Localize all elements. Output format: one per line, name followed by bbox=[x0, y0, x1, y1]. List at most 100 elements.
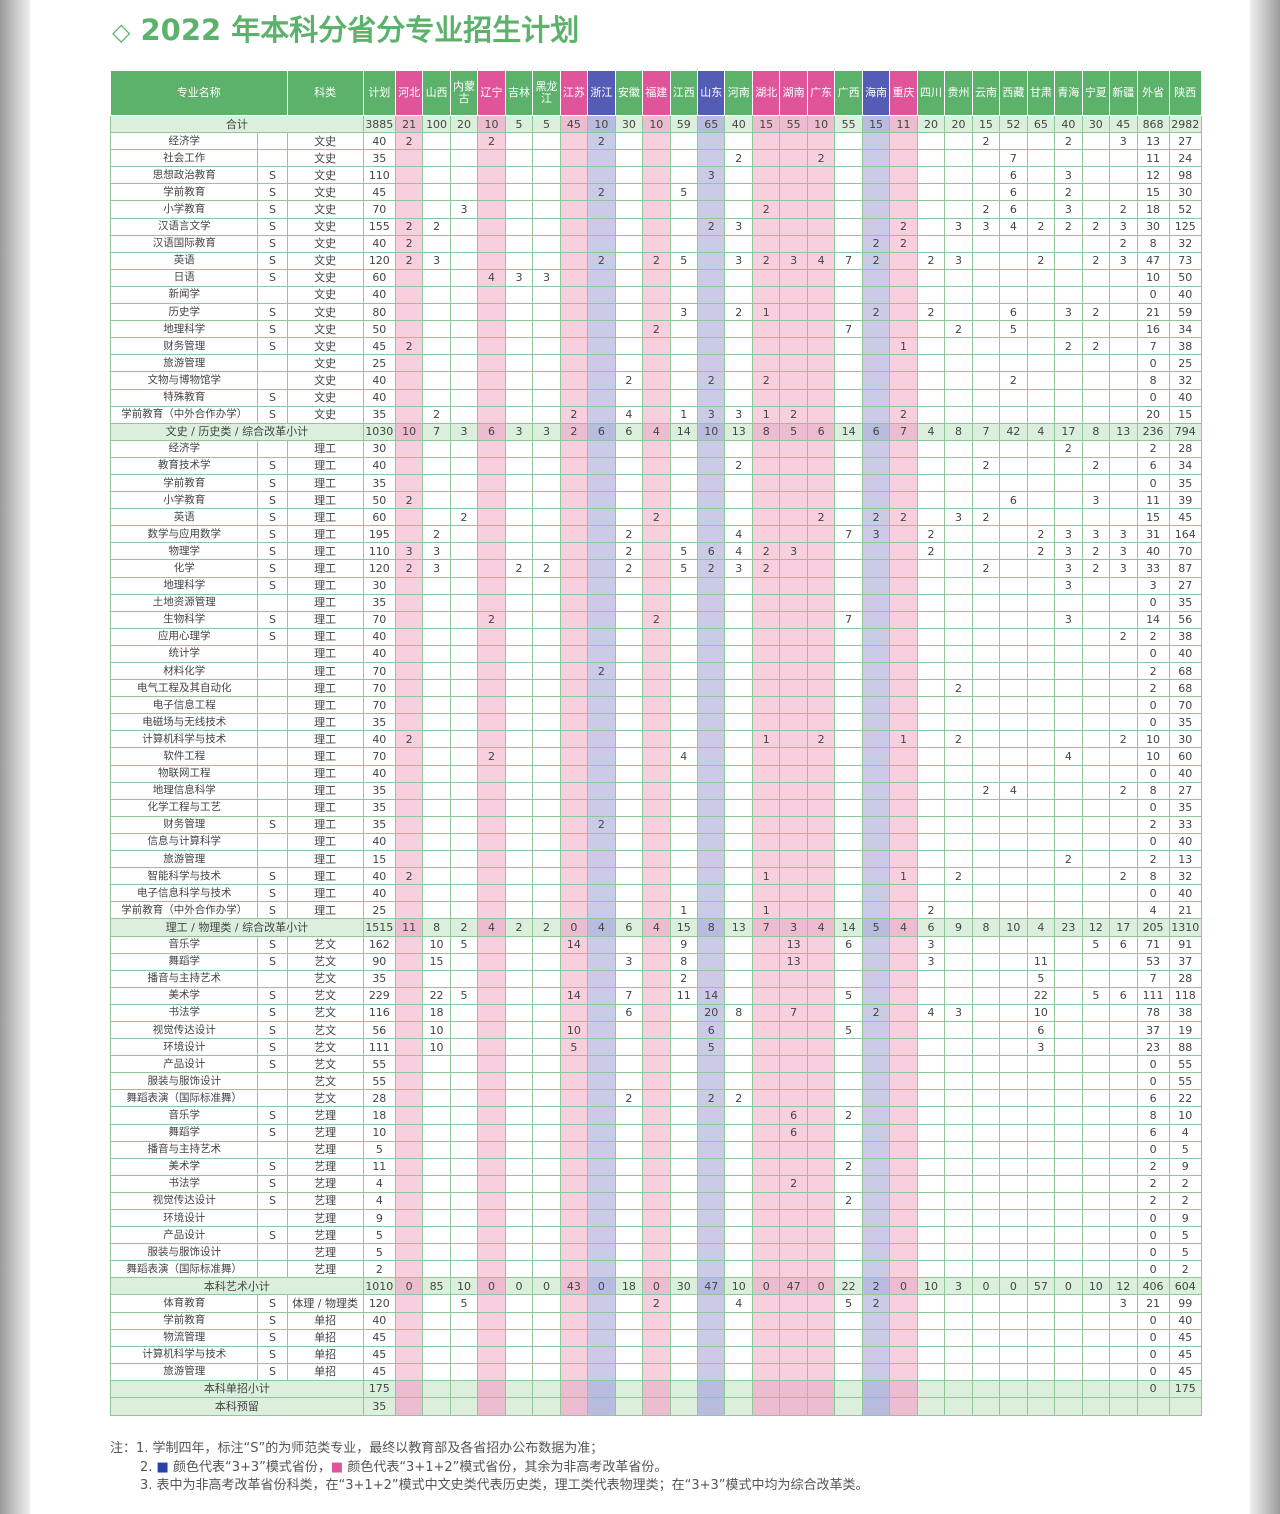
province-quota bbox=[559, 764, 589, 783]
province-quota bbox=[1026, 832, 1056, 852]
province-quota bbox=[614, 439, 644, 458]
province-quota bbox=[449, 234, 479, 253]
outside-total: 4 bbox=[1136, 901, 1170, 920]
province-quota bbox=[587, 884, 616, 903]
province-quota bbox=[559, 610, 589, 629]
shaanxi-total: 32 bbox=[1168, 867, 1203, 886]
province-quota bbox=[587, 456, 616, 475]
province-quota bbox=[449, 149, 479, 168]
province-quota bbox=[642, 303, 671, 322]
province-quota bbox=[642, 1055, 671, 1074]
plan-total: 35 bbox=[362, 593, 396, 612]
header-province: 青海 bbox=[1054, 70, 1083, 116]
table-row: 旅游管理 文史 25 0 25 bbox=[109, 354, 1203, 373]
province-quota: 5 bbox=[834, 1020, 863, 1040]
province-quota bbox=[669, 285, 699, 305]
province-quota bbox=[944, 200, 973, 219]
province-quota bbox=[779, 166, 808, 185]
province-quota bbox=[724, 1226, 753, 1245]
province-quota bbox=[779, 1294, 808, 1313]
plan-total: 15 bbox=[362, 850, 396, 869]
normal-major-mark: S bbox=[257, 542, 288, 561]
province-quota bbox=[971, 901, 1001, 920]
province-quota bbox=[889, 969, 918, 988]
province-quota bbox=[532, 183, 561, 202]
province-quota: 11 bbox=[394, 918, 424, 937]
province-quota bbox=[559, 1140, 589, 1159]
province-quota: 2 bbox=[944, 730, 973, 749]
province-quota bbox=[999, 952, 1028, 971]
province-quota bbox=[614, 217, 644, 236]
province-quota: 2 bbox=[394, 559, 424, 578]
province-quota bbox=[834, 473, 863, 493]
province-quota bbox=[861, 1072, 891, 1091]
province-quota bbox=[477, 371, 506, 390]
province-quota bbox=[642, 661, 671, 681]
province-quota bbox=[587, 952, 616, 971]
province-quota bbox=[394, 388, 424, 407]
province-quota bbox=[779, 1328, 808, 1347]
province-quota bbox=[889, 285, 918, 305]
subject-category: 理工 bbox=[286, 815, 364, 834]
province-quota bbox=[724, 234, 753, 253]
province-quota: 5 bbox=[779, 422, 808, 441]
subject-category: 艺文 bbox=[286, 1089, 364, 1108]
province-quota bbox=[724, 268, 753, 287]
province-quota bbox=[1054, 867, 1083, 886]
plan-total: 1030 bbox=[362, 422, 396, 441]
province-quota bbox=[1109, 473, 1138, 493]
province-quota: 6 bbox=[697, 1020, 726, 1040]
normal-major-mark: S bbox=[257, 935, 288, 954]
province-quota bbox=[779, 679, 808, 698]
province-quota bbox=[449, 1089, 479, 1108]
province-quota bbox=[532, 798, 561, 817]
province-quota bbox=[504, 798, 534, 817]
shaanxi-total: 27 bbox=[1168, 781, 1203, 800]
outside-total: 0 bbox=[1136, 354, 1170, 373]
province-quota bbox=[669, 1397, 699, 1416]
province-quota bbox=[1109, 696, 1138, 715]
province-quota bbox=[971, 1345, 1001, 1364]
normal-major-mark: S bbox=[257, 456, 288, 475]
province-quota bbox=[477, 234, 506, 253]
major-name: 产品设计 bbox=[109, 1226, 259, 1245]
province-quota bbox=[861, 1020, 891, 1040]
province-quota bbox=[614, 388, 644, 407]
province-quota: 3 bbox=[1054, 610, 1083, 629]
major-name: 日语 bbox=[109, 268, 259, 287]
header-province-label: 新疆 bbox=[1112, 86, 1135, 99]
province-quota bbox=[834, 1243, 863, 1262]
major-name: 电子信息工程 bbox=[109, 696, 259, 715]
plan-total: 40 bbox=[362, 867, 396, 886]
province-quota: 10 bbox=[449, 1277, 479, 1296]
province-quota bbox=[1081, 1157, 1111, 1176]
province-quota bbox=[916, 473, 946, 493]
plan-total: 35 bbox=[362, 149, 396, 168]
header-subject: 科类 bbox=[286, 70, 364, 116]
province-quota bbox=[449, 1379, 479, 1399]
province-quota bbox=[971, 969, 1001, 988]
province-quota bbox=[944, 986, 973, 1005]
major-name: 化学工程与工艺 bbox=[109, 798, 259, 817]
province-quota bbox=[724, 1345, 753, 1364]
province-quota bbox=[999, 1328, 1028, 1347]
province-quota bbox=[971, 166, 1001, 185]
province-quota bbox=[916, 747, 946, 766]
province-quota bbox=[532, 884, 561, 903]
province-quota bbox=[751, 1174, 781, 1193]
province-quota bbox=[669, 884, 699, 903]
table-row: 播音与主持艺术 艺理 5 0 5 bbox=[109, 1140, 1203, 1159]
province-quota bbox=[394, 456, 424, 475]
province-quota bbox=[751, 1106, 781, 1125]
province-quota bbox=[861, 1328, 891, 1347]
province-quota bbox=[1054, 1140, 1083, 1159]
province-quota: 6 bbox=[999, 166, 1028, 185]
province-quota: 2 bbox=[697, 1089, 726, 1108]
province-quota bbox=[504, 1140, 534, 1159]
major-name: 电磁场与无线技术 bbox=[109, 713, 259, 732]
subtotal-row: 本科艺术小计 1010 0 85 10 0 0 0 43 0 18 0 30 47 10 0 47 0 22 2 0 10… bbox=[110, 1277, 1203, 1296]
province-quota bbox=[944, 337, 973, 356]
outside-total: 53 bbox=[1136, 952, 1170, 971]
header-province: 贵州 bbox=[944, 70, 973, 116]
province-quota: 13 bbox=[724, 422, 753, 441]
